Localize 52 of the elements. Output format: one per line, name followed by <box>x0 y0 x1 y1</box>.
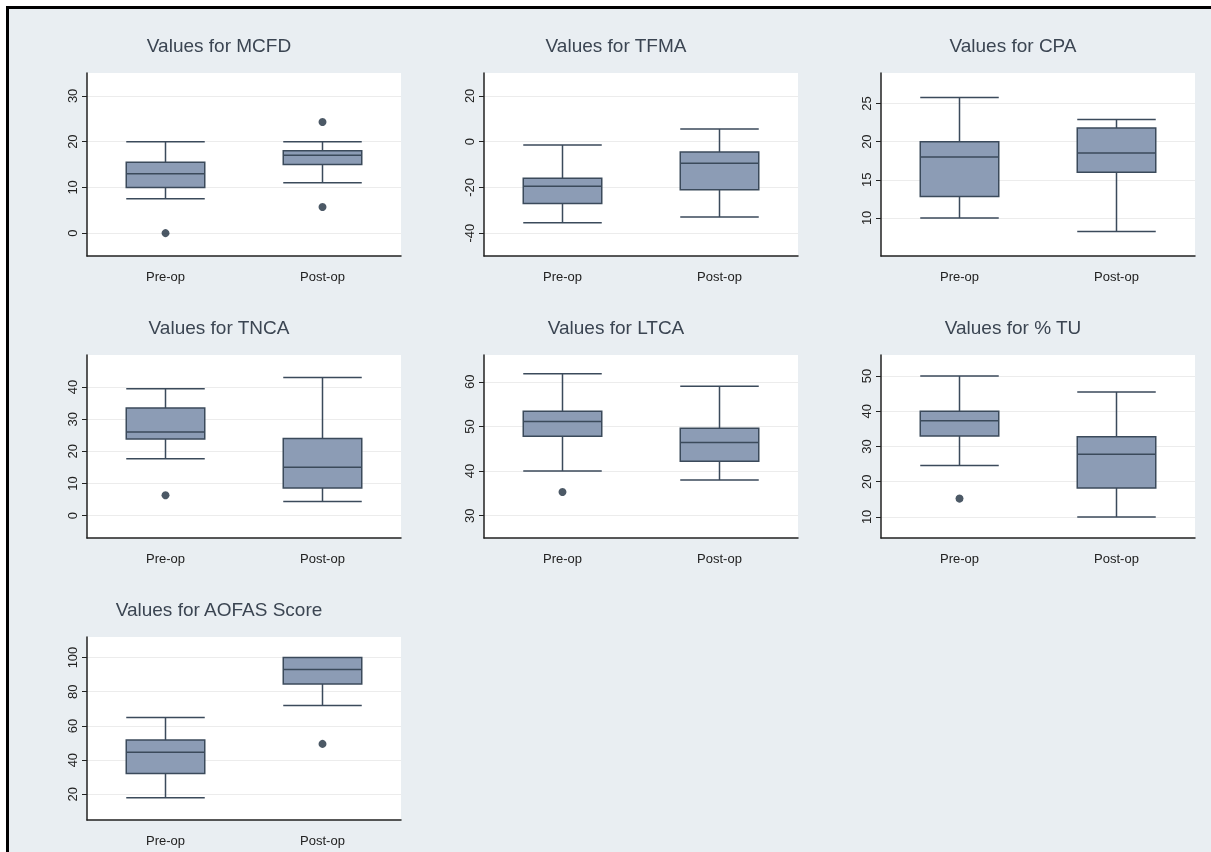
x-tick-label: Pre-op <box>542 551 583 566</box>
x-tick-label: Post-op <box>697 551 742 566</box>
y-tick-label: -20 <box>462 177 477 197</box>
y-tick-label: 15 <box>859 172 874 187</box>
x-tick-label: Pre-op <box>939 269 980 284</box>
x-tick-label: Post-op <box>300 269 345 284</box>
y-tick-label: 40 <box>859 404 874 419</box>
y-tick-label: 80 <box>65 684 80 699</box>
y-tick-label: 60 <box>65 718 80 734</box>
y-tick-label: 30 <box>65 88 80 104</box>
y-tick-label: 20 <box>65 134 80 149</box>
x-tick-label: Post-op <box>300 833 345 848</box>
y-tick-label: 10 <box>65 476 80 491</box>
chart-title: Values for % TU <box>944 317 1082 338</box>
x-tick-label: Post-op <box>1094 551 1139 566</box>
y-tick-label: 50 <box>462 419 477 434</box>
chart-title: Values for MCFD <box>146 35 292 56</box>
y-tick-label: 0 <box>65 229 80 237</box>
y-tick-label: 0 <box>65 511 80 520</box>
y-tick-label: 20 <box>859 134 874 149</box>
y-tick-label: 0 <box>462 138 477 146</box>
y-tick-label: 20 <box>65 444 80 459</box>
y-tick-label: 30 <box>65 411 80 427</box>
y-tick-label: 10 <box>859 210 874 226</box>
x-tick-label: Post-op <box>1094 269 1139 284</box>
y-tick-label: 40 <box>65 752 80 768</box>
x-tick-label: Post-op <box>697 269 742 284</box>
chart-title: Values for CPA <box>949 35 1077 56</box>
y-tick-label: 20 <box>859 474 874 489</box>
y-tick-label: 60 <box>462 374 477 390</box>
y-tick-label: 10 <box>65 180 80 195</box>
y-tick-label: -40 <box>462 223 477 243</box>
x-tick-label: Pre-op <box>939 551 980 566</box>
x-tick-label: Pre-op <box>145 269 186 284</box>
chart-title: Values for AOFAS Score <box>115 599 323 620</box>
chart-title: Values for LTCA <box>547 317 685 338</box>
y-tick-label: 10 <box>859 509 874 525</box>
y-tick-label: 100 <box>65 646 80 669</box>
x-tick-label: Pre-op <box>542 269 583 284</box>
x-tick-label: Pre-op <box>145 833 186 848</box>
y-tick-label: 40 <box>65 379 80 395</box>
y-tick-label: 50 <box>859 368 874 384</box>
y-tick-label: 20 <box>65 787 80 802</box>
x-tick-label: Pre-op <box>145 551 186 566</box>
y-tick-label: 30 <box>859 439 874 454</box>
y-tick-label: 25 <box>859 96 874 111</box>
y-tick-label: 20 <box>462 88 477 104</box>
y-tick-label: 30 <box>462 508 477 523</box>
chart-title: Values for TNCA <box>148 317 290 338</box>
y-tick-label: 40 <box>462 463 477 479</box>
chart-title: Values for TFMA <box>545 35 687 56</box>
x-tick-label: Post-op <box>300 551 345 566</box>
